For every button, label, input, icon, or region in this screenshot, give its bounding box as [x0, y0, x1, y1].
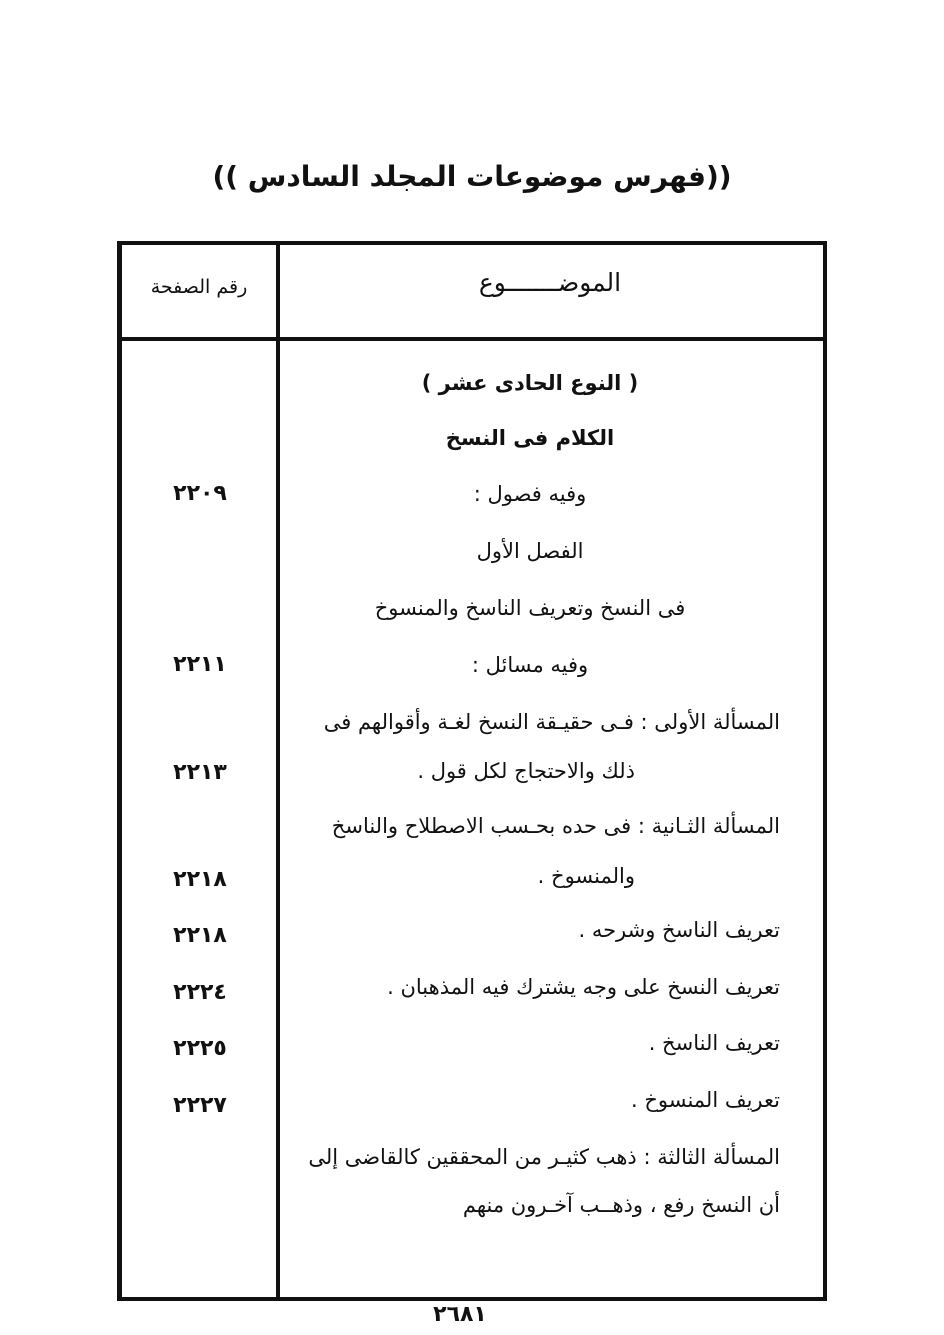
section-heading: ( النوع الحادى عشر )	[421, 371, 639, 395]
entry-text: تعريف المنسوخ .	[630, 1088, 780, 1112]
entry-text: الفصل الأول	[476, 539, 584, 563]
entry-page: ٢٢١١	[173, 652, 227, 677]
entry-page: ٢٢١٨	[173, 923, 227, 948]
entry-text: فى النسخ وتعريف الناسخ والمنسوخ	[374, 596, 686, 620]
header-topic: الموضـــــــوع	[478, 268, 622, 297]
page-number: ٢٦٨١	[433, 1302, 487, 1327]
entry-text-continued: أن النسخ رفع ، وذهــب آخـرون منهم	[462, 1193, 780, 1217]
entry-text: المسألة الثـانية : فى حده بحـسب الاصطلاح…	[331, 814, 780, 838]
entry-page: ٢٢٢٧	[173, 1093, 227, 1118]
entry-text: تعريف النسخ على وجه يشترك فيه المذهبان .	[387, 975, 780, 999]
entry-page: ٢٢٢٥	[173, 1036, 227, 1061]
entry-page: ٢٢١٨	[173, 867, 227, 892]
column-divider	[276, 241, 280, 1297]
page-title: ((فهرس موضوعات المجلد السادس ))	[212, 160, 732, 193]
entry-text: تعريف الناسخ .	[648, 1031, 780, 1055]
entry-text-continued: والمنسوخ .	[537, 864, 635, 888]
entry-page: ٢٢٠٩	[173, 481, 227, 506]
section-subheading: الكلام فى النسخ	[445, 426, 615, 450]
entry-text: المسألة الأولى : فـى حقيـقة النسخ لغـة و…	[323, 710, 780, 734]
entry-text: وفيه مسائل :	[471, 653, 589, 677]
entry-text: المسألة الثالثة : ذهب كثيـر من المحققين …	[308, 1145, 780, 1169]
entry-text: تعريف الناسخ وشرحه .	[578, 918, 780, 942]
entry-page: ٢٢٢٤	[173, 980, 227, 1005]
index-table	[117, 241, 827, 1301]
header-divider	[117, 337, 826, 341]
entry-text: وفيه فصول :	[473, 482, 587, 506]
header-page-number: رقم الصفحة	[150, 276, 248, 298]
entry-page: ٢٢١٣	[173, 760, 227, 785]
entry-text-continued: ذلك والاحتجاج لكل قول .	[417, 759, 635, 783]
